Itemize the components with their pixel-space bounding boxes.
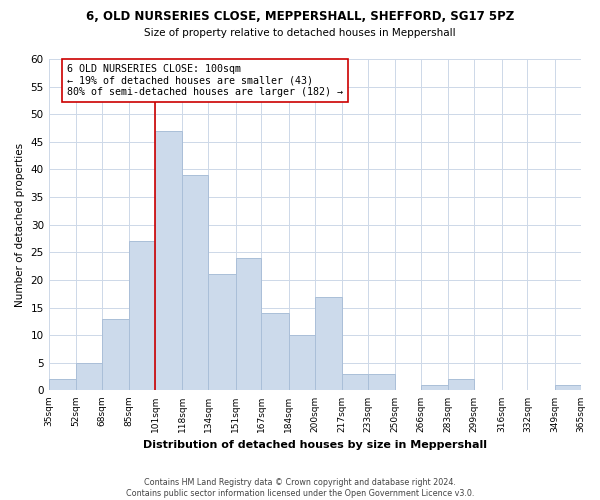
Bar — [368, 374, 395, 390]
Bar — [182, 175, 208, 390]
Y-axis label: Number of detached properties: Number of detached properties — [15, 142, 25, 307]
Text: Size of property relative to detached houses in Meppershall: Size of property relative to detached ho… — [144, 28, 456, 38]
Bar — [49, 380, 76, 390]
Bar — [448, 380, 474, 390]
Bar — [289, 335, 314, 390]
Text: 6 OLD NURSERIES CLOSE: 100sqm
← 19% of detached houses are smaller (43)
80% of s: 6 OLD NURSERIES CLOSE: 100sqm ← 19% of d… — [67, 64, 343, 97]
Bar — [208, 274, 236, 390]
Bar — [236, 258, 262, 390]
Text: Contains HM Land Registry data © Crown copyright and database right 2024.
Contai: Contains HM Land Registry data © Crown c… — [126, 478, 474, 498]
Bar — [421, 385, 448, 390]
Bar — [76, 363, 102, 390]
Bar — [314, 296, 342, 390]
Bar — [262, 313, 289, 390]
Bar — [129, 242, 155, 390]
X-axis label: Distribution of detached houses by size in Meppershall: Distribution of detached houses by size … — [143, 440, 487, 450]
Bar — [342, 374, 368, 390]
Bar — [555, 385, 581, 390]
Bar — [155, 131, 182, 390]
Bar — [102, 318, 129, 390]
Text: 6, OLD NURSERIES CLOSE, MEPPERSHALL, SHEFFORD, SG17 5PZ: 6, OLD NURSERIES CLOSE, MEPPERSHALL, SHE… — [86, 10, 514, 23]
